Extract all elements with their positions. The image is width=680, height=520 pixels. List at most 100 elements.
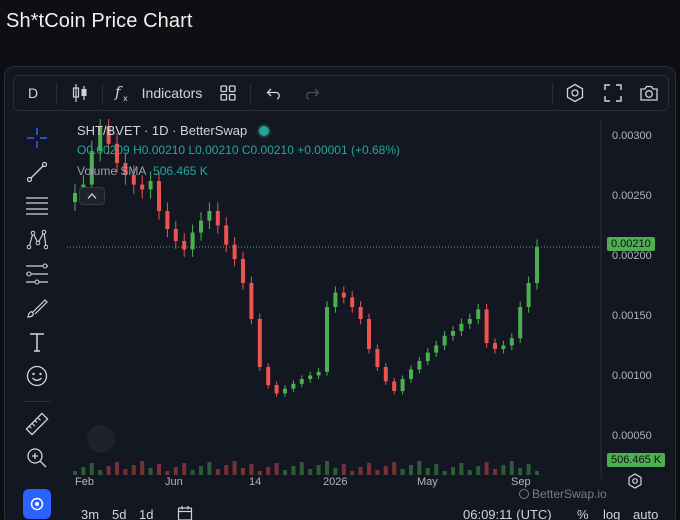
x-tick: 2026 bbox=[323, 476, 348, 488]
range-3m-button[interactable]: 3m bbox=[81, 507, 100, 520]
horizontal-lines-icon[interactable] bbox=[21, 191, 53, 221]
candle bbox=[484, 309, 489, 343]
candle bbox=[509, 338, 514, 346]
volume-bar bbox=[476, 466, 481, 475]
legend-open: O0.00209 bbox=[77, 143, 130, 157]
text-tool-icon[interactable] bbox=[21, 327, 53, 357]
candle bbox=[148, 181, 153, 190]
candle bbox=[165, 211, 170, 229]
candle bbox=[299, 379, 304, 384]
candle bbox=[316, 371, 321, 376]
ruler-icon[interactable] bbox=[21, 409, 53, 439]
trend-line-icon[interactable] bbox=[21, 157, 53, 187]
legend-symbol: SHT/BVET · 1D · BetterSwap bbox=[77, 123, 269, 138]
price-chart-canvas[interactable] bbox=[67, 119, 676, 479]
divider bbox=[56, 83, 57, 105]
indicators-label: Indicators bbox=[141, 85, 203, 101]
volume-bar bbox=[173, 467, 178, 475]
candle bbox=[89, 151, 94, 185]
volume-bar bbox=[316, 465, 321, 475]
candle bbox=[367, 319, 371, 349]
candle bbox=[115, 143, 119, 163]
axis-settings-icon[interactable] bbox=[627, 473, 643, 494]
candle bbox=[442, 335, 447, 346]
candle-style-icon[interactable] bbox=[66, 76, 94, 110]
y-tick: 0.00300 bbox=[612, 130, 652, 142]
volume-bar bbox=[89, 463, 94, 475]
watermark-logo-icon bbox=[519, 489, 529, 499]
candle bbox=[425, 352, 430, 361]
log-toggle[interactable]: log bbox=[603, 507, 621, 520]
utc-clock[interactable]: 06:09:11 (UTC) bbox=[463, 507, 552, 520]
volume-bar bbox=[241, 468, 245, 475]
candle bbox=[98, 127, 103, 151]
magnet-icon[interactable] bbox=[23, 489, 51, 519]
volume-bar bbox=[199, 466, 203, 475]
volume-bar bbox=[266, 467, 271, 475]
interval-label: D bbox=[27, 85, 39, 101]
volume-bar bbox=[249, 464, 254, 475]
interval-button[interactable]: D bbox=[20, 76, 46, 110]
y-tick: 0.00150 bbox=[612, 310, 652, 322]
candle bbox=[409, 369, 413, 379]
volume-bar bbox=[224, 465, 229, 475]
x-tick: Feb bbox=[75, 476, 94, 488]
volume-bar bbox=[299, 462, 304, 475]
volume-bar bbox=[291, 466, 296, 475]
brush-icon[interactable] bbox=[21, 293, 53, 323]
fib-levels-icon[interactable] bbox=[21, 259, 53, 289]
volume-bar bbox=[157, 464, 161, 475]
svg-text:f: f bbox=[114, 83, 123, 101]
volume-bar bbox=[333, 468, 338, 475]
camera-icon[interactable] bbox=[636, 76, 662, 110]
volume-bar bbox=[115, 462, 119, 475]
candle bbox=[232, 244, 237, 259]
legend-collapse-button[interactable] bbox=[79, 187, 105, 205]
x-tick: 14 bbox=[249, 476, 262, 488]
candle bbox=[173, 229, 178, 241]
y-tick: 0.00250 bbox=[612, 190, 652, 202]
volume-bar bbox=[165, 471, 170, 475]
percent-toggle[interactable]: % bbox=[577, 507, 589, 520]
candle bbox=[493, 343, 497, 349]
legend-volume: Volume SMA 506.465 K bbox=[77, 164, 208, 178]
volume-label: Volume SMA bbox=[77, 164, 146, 178]
volume-bar bbox=[493, 469, 497, 475]
volume-bar bbox=[215, 469, 220, 475]
candle bbox=[375, 349, 380, 367]
candle bbox=[476, 309, 481, 319]
volume-bar bbox=[375, 470, 380, 475]
volume-bar bbox=[190, 470, 195, 475]
candle bbox=[140, 184, 145, 190]
auto-toggle[interactable]: auto bbox=[633, 507, 659, 520]
crosshair-icon[interactable] bbox=[21, 123, 53, 153]
layout-grid-icon[interactable] bbox=[216, 76, 240, 110]
zoom-in-icon[interactable] bbox=[21, 443, 53, 473]
volume-bar bbox=[434, 464, 439, 475]
chart-pane[interactable]: SHT/BVET · 1D · BetterSwap O0.00209 H0.0… bbox=[67, 119, 676, 479]
legend-change: +0.00001 (+0.68%) bbox=[297, 143, 400, 157]
volume-bar bbox=[81, 467, 86, 475]
settings-hexagon-icon[interactable] bbox=[562, 76, 588, 110]
candle bbox=[257, 319, 262, 367]
fullscreen-icon[interactable] bbox=[600, 76, 626, 110]
redo-icon[interactable] bbox=[300, 76, 324, 110]
candle bbox=[535, 247, 539, 283]
emoji-icon[interactable] bbox=[21, 361, 53, 391]
last-price-tag: 0.00210 bbox=[607, 237, 655, 251]
range-1d-button[interactable]: 1d bbox=[139, 507, 154, 520]
undo-icon[interactable] bbox=[262, 76, 286, 110]
candle bbox=[325, 307, 329, 372]
candle bbox=[341, 292, 346, 298]
chevron-up-icon bbox=[87, 193, 97, 199]
indicators-button[interactable]: Indicators bbox=[136, 76, 208, 110]
candle bbox=[459, 323, 464, 331]
volume-bar bbox=[501, 465, 506, 475]
volume-bar bbox=[518, 468, 523, 475]
pattern-icon[interactable] bbox=[21, 225, 53, 255]
range-5d-button[interactable]: 5d bbox=[112, 507, 127, 520]
legend-high: H0.00210 bbox=[133, 143, 186, 157]
calendar-icon[interactable] bbox=[177, 505, 193, 520]
candle bbox=[308, 375, 313, 379]
